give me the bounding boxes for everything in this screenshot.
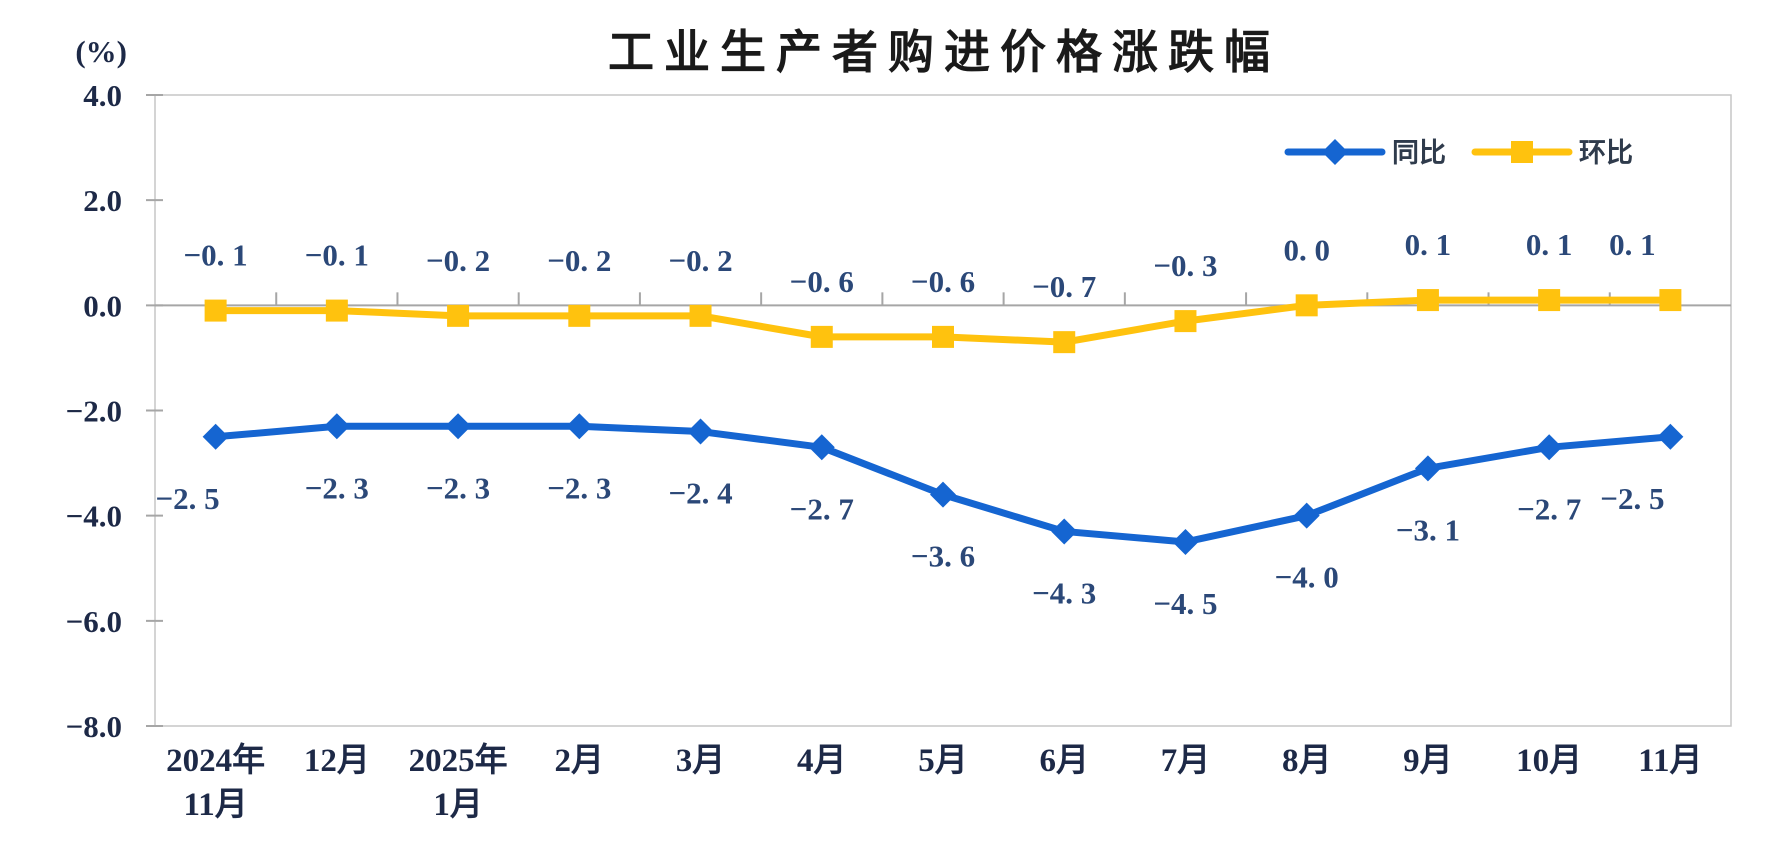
data-label-yoy-0: −2. 5	[156, 481, 220, 516]
x-axis-label: 7月	[1161, 743, 1211, 779]
marker-yoy-7	[1051, 518, 1078, 545]
data-label-mom-11: 0. 1	[1526, 227, 1573, 262]
data-label-mom-3: −0. 2	[547, 243, 611, 278]
marker-yoy-8	[1172, 528, 1199, 555]
y-axis-label: 2.0	[83, 183, 122, 218]
marker-yoy-6	[930, 481, 956, 508]
legend-label-yoy: 同比	[1392, 138, 1446, 168]
data-label-mom-6: −0. 6	[911, 264, 975, 299]
marker-yoy-1	[323, 413, 350, 440]
x-axis-label: 10月	[1516, 743, 1582, 779]
y-axis-unit-label: (%)	[75, 34, 127, 69]
plot-area: 4.0 2.0 0.0 −2.0 −4.0 −6.0 −8.0 2024年 11月 12月 2025…	[66, 78, 1732, 823]
data-label-yoy-11: −2. 7	[1517, 491, 1581, 526]
data-label-yoy-12: −2. 5	[1600, 481, 1664, 516]
x-axis-label: 6月	[1039, 743, 1089, 779]
data-label-mom-4: −0. 2	[668, 243, 732, 278]
marker-mom-8	[1174, 310, 1197, 333]
data-label-yoy-4: −2. 4	[668, 476, 732, 511]
legend-item-mom: 环比	[1471, 138, 1633, 168]
marker-mom-0	[204, 299, 227, 322]
marker-mom-6	[932, 325, 954, 348]
y-axis-label: −6.0	[66, 604, 122, 639]
x-axis-label: 11月	[184, 787, 248, 823]
x-axis-label: 8月	[1282, 743, 1332, 779]
marker-mom-12	[1659, 289, 1682, 312]
data-label-mom-0: −0. 1	[184, 238, 248, 273]
data-label-yoy-2: −2. 3	[426, 470, 490, 505]
marker-yoy-12	[1657, 423, 1684, 450]
y-axis-label: −4.0	[66, 499, 122, 534]
data-label-yoy-8: −4. 5	[1153, 586, 1217, 621]
marker-yoy-0	[202, 423, 229, 450]
plot-border	[154, 94, 1732, 727]
data-label-yoy-5: −2. 7	[790, 491, 854, 526]
marker-yoy-4	[687, 418, 714, 445]
data-label-yoy-7: −4. 3	[1032, 575, 1096, 610]
marker-mom-1	[325, 299, 348, 322]
x-axis-label: 9月	[1403, 743, 1453, 779]
x-axis-label: 12月	[304, 743, 370, 779]
marker-yoy-9	[1293, 502, 1320, 529]
marker-mom-2	[447, 304, 470, 327]
marker-yoy-3	[566, 413, 593, 440]
marker-mom-4	[689, 304, 712, 327]
y-axis-label: −2.0	[66, 394, 122, 429]
x-axis-label: 5月	[918, 743, 968, 779]
x-axis-label: 4月	[797, 743, 847, 779]
chart-legend: 同比 环比	[1284, 138, 1633, 168]
marker-mom-10	[1416, 289, 1439, 312]
y-axis-label: 4.0	[83, 78, 122, 113]
y-axis-label: 0.0	[83, 288, 122, 323]
data-label-mom-10: 0. 1	[1405, 227, 1452, 262]
data-label-mom-7: −0. 7	[1032, 269, 1096, 304]
data-label-yoy-3: −2. 3	[547, 470, 611, 505]
legend-item-yoy: 同比	[1284, 138, 1446, 168]
marker-mom-9	[1295, 294, 1318, 317]
x-axis-label: 11月	[1638, 743, 1702, 779]
data-label-yoy-6: −3. 6	[911, 539, 975, 574]
x-axis-label: 2月	[555, 743, 605, 779]
data-label-yoy-1: −2. 3	[305, 470, 369, 505]
data-label-mom-2: −0. 2	[426, 243, 490, 278]
marker-mom-3	[568, 304, 591, 327]
data-label-yoy-10: −3. 1	[1396, 512, 1460, 547]
legend-diamond-marker-icon	[1322, 139, 1348, 165]
data-label-mom-1: −0. 1	[305, 238, 369, 273]
x-axis-label: 3月	[676, 743, 726, 779]
marker-yoy-10	[1414, 455, 1441, 482]
data-label-mom-9: 0. 0	[1283, 232, 1330, 267]
chart-title: 工业生产者购进价格涨跌幅	[608, 26, 1280, 78]
marker-mom-7	[1053, 331, 1076, 354]
marker-yoy-5	[808, 434, 835, 461]
x-axis-label: 2025年	[409, 742, 508, 779]
legend-square-marker-icon	[1511, 141, 1533, 163]
data-label-mom-5: −0. 6	[790, 264, 854, 299]
marker-mom-11	[1538, 289, 1561, 312]
data-label-mom-12: 0. 1	[1609, 227, 1656, 262]
marker-yoy-2	[445, 413, 472, 440]
y-axis-label: −8.0	[66, 709, 122, 744]
marker-yoy-11	[1536, 434, 1563, 461]
data-label-mom-8: −0. 3	[1153, 248, 1217, 283]
x-axis-label: 2024年	[166, 742, 265, 779]
legend-label-mom: 环比	[1579, 138, 1633, 168]
x-axis-label: 1月	[433, 787, 483, 823]
data-label-yoy-9: −4. 0	[1275, 560, 1339, 595]
marker-mom-5	[810, 325, 833, 348]
